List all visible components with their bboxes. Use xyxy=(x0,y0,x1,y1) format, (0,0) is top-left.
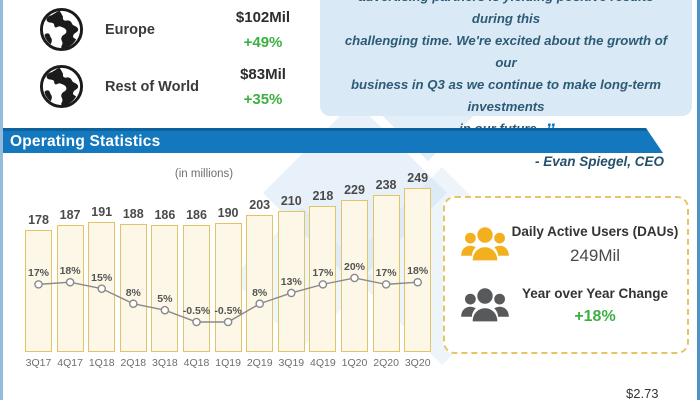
dau-chart: (in millions) 178 17% 3Q17 187 18% 4Q17 191 15%… xyxy=(14,158,438,372)
x-axis-label: 2Q20 xyxy=(373,357,399,369)
region-change-value: +49% xyxy=(243,33,283,51)
x-axis-label: 3Q18 xyxy=(152,357,178,369)
operating-statistics-header: Operating Statistics xyxy=(0,128,663,153)
x-axis-label: 1Q18 xyxy=(88,357,115,369)
bar-value-label: 186 xyxy=(186,208,207,223)
bar-value-label: 249 xyxy=(407,171,429,185)
yoy-pct-label: 17% xyxy=(27,267,49,280)
yoy-pct-label: 15% xyxy=(91,271,113,284)
stat-row-dau: Daily Active Users (DAUs) 249Mil xyxy=(453,224,679,266)
yoy-pct-label: 17% xyxy=(375,267,397,280)
users-group-icon xyxy=(461,227,509,261)
bar-value-label: 218 xyxy=(312,189,334,204)
bar xyxy=(25,230,52,352)
stats-panel: Daily Active Users (DAUs) 249Mil Year ov… xyxy=(443,196,689,354)
bar xyxy=(372,194,400,352)
region-change-value: +35% xyxy=(243,90,283,108)
globe-icon xyxy=(39,64,84,109)
yoy-pct-label: -0.5% xyxy=(214,305,242,317)
bar xyxy=(151,225,179,352)
yoy-pct-label: 5% xyxy=(157,293,173,306)
stat-value: 249Mil xyxy=(569,246,621,265)
chart-units-note: (in millions) xyxy=(174,168,234,180)
bar-value-label: 210 xyxy=(280,194,302,209)
x-axis-label: 4Q17 xyxy=(57,357,83,369)
partial-bottom-value: $2.73 xyxy=(626,386,659,401)
yoy-pct-label: 20% xyxy=(343,260,365,273)
quote-attribution: - Evan Spiegel, CEO xyxy=(534,154,664,169)
x-axis-label: 1Q19 xyxy=(215,357,241,369)
users-group-icon xyxy=(461,288,509,322)
quote-line: challenging time. We're excited about th… xyxy=(344,33,668,70)
globe-icon xyxy=(39,7,84,52)
bar-value-label: 188 xyxy=(122,207,144,222)
bar-value-label: 187 xyxy=(59,207,81,222)
region-label: Europe xyxy=(105,21,155,38)
quote-line: business in Q3 as we continue to make lo… xyxy=(351,77,661,114)
x-axis-label: 2Q18 xyxy=(120,357,147,369)
bar-value-label: 191 xyxy=(91,205,113,220)
bar xyxy=(183,225,210,352)
x-axis-label: 1Q20 xyxy=(341,357,368,369)
region-revenue-value: $83Mil xyxy=(240,65,286,83)
yoy-pct-label: 8% xyxy=(252,286,268,299)
yoy-pct-label: 18% xyxy=(59,265,81,278)
stat-label: Year over Year Change xyxy=(521,286,669,301)
region-row-rest-of-world: Rest of World $83Mil +35% xyxy=(38,63,309,110)
x-axis-label: 4Q18 xyxy=(183,357,210,369)
region-row-europe: Europe $102Mil +49% xyxy=(38,6,309,53)
stat-label: Daily Active Users (DAUs) xyxy=(511,224,679,239)
yoy-pct-label: 18% xyxy=(407,265,429,278)
quote-line: advertising partners is yielding positiv… xyxy=(358,0,653,26)
bar-value-label: 203 xyxy=(249,198,271,213)
bar-value-label: 229 xyxy=(344,182,365,197)
bar-value-label: 178 xyxy=(28,213,49,227)
bar xyxy=(404,188,432,352)
yoy-pct-label: 17% xyxy=(312,267,334,280)
stat-value: +18% xyxy=(574,308,616,325)
x-axis-label: 4Q19 xyxy=(310,357,336,369)
x-axis-label: 3Q20 xyxy=(404,357,431,369)
bar xyxy=(56,224,84,352)
region-label: Rest of World xyxy=(105,78,199,95)
ceo-quote-box: advertising partners is yielding positiv… xyxy=(320,0,692,169)
x-axis-label: 3Q17 xyxy=(25,357,52,369)
section-title: Operating Statistics xyxy=(10,132,161,150)
region-revenue-value: $102Mil xyxy=(235,8,291,26)
bar-value-label: 190 xyxy=(217,205,239,220)
x-axis-label: 2Q19 xyxy=(246,357,273,369)
bar-value-label: 238 xyxy=(375,177,397,192)
stat-row-yoy: Year over Year Change +18% xyxy=(453,286,679,326)
bar-value-label: 186 xyxy=(154,208,176,223)
x-axis-label: 3Q19 xyxy=(278,357,305,369)
